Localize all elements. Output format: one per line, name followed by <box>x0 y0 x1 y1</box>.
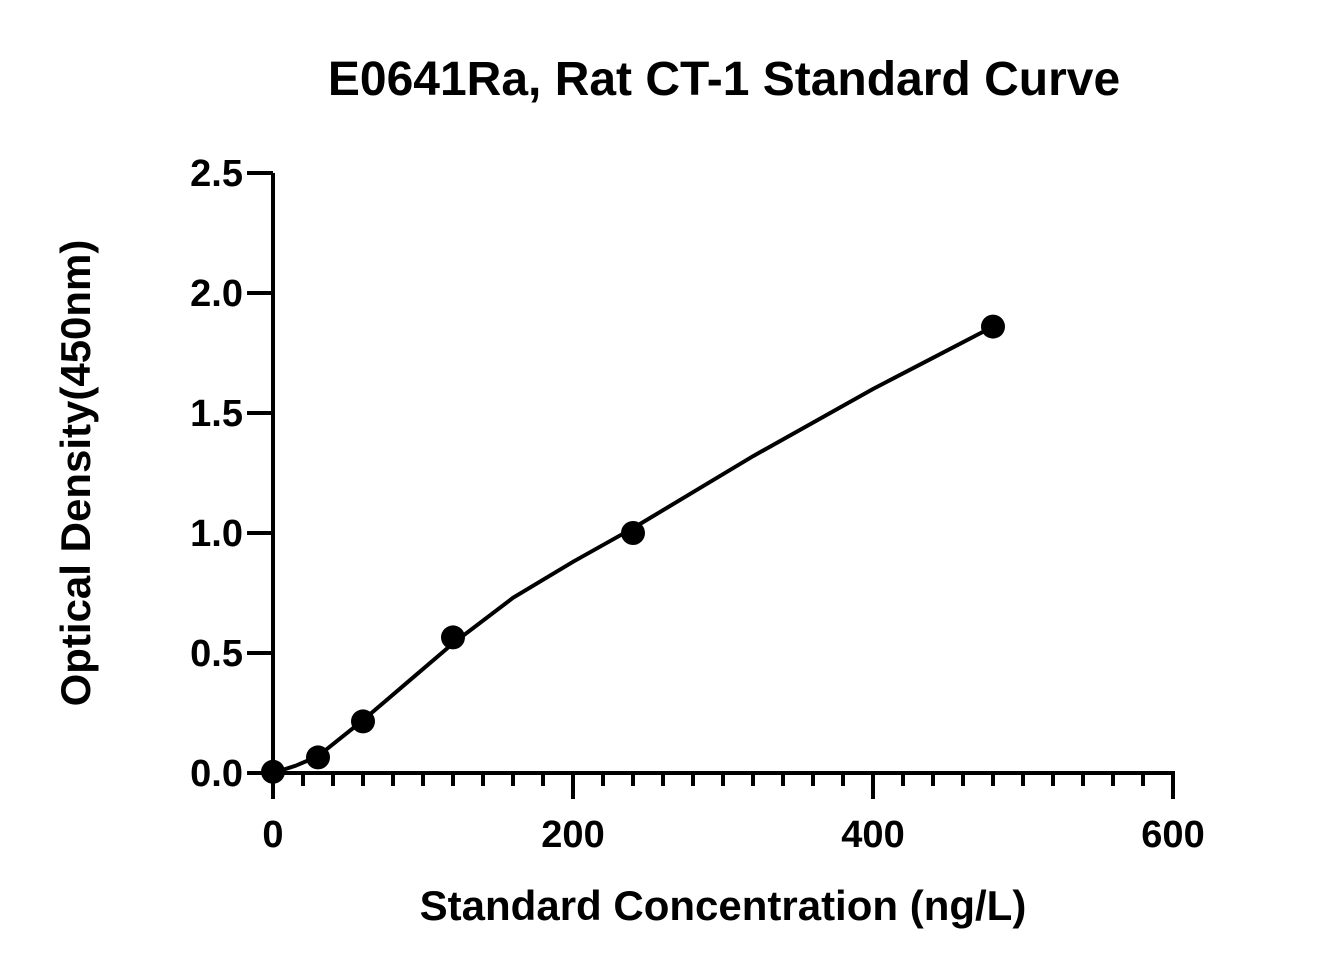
x-tick-label: 600 <box>1141 814 1204 856</box>
points-group <box>261 314 1005 784</box>
y-axis-label: Optical Density(450nm) <box>52 240 99 707</box>
x-tick-label: 400 <box>841 814 904 856</box>
y-tick-label: 1.5 <box>190 393 243 435</box>
data-point <box>621 521 645 545</box>
x-axis-label: Standard Concentration (ng/L) <box>420 882 1027 929</box>
data-point <box>981 314 1005 339</box>
fit-curve-line <box>272 324 994 775</box>
data-point <box>351 709 375 734</box>
chart-title: E0641Ra, Rat CT-1 Standard Curve <box>328 53 1120 106</box>
y-tick-label: 2.5 <box>190 153 243 195</box>
y-tick-label: 0.0 <box>190 753 243 795</box>
ticks-group: 0.0 0.5 1.0 1.5 2.0 2.5 0 200 400 600 <box>190 153 1205 856</box>
y-tick-label: 2.0 <box>190 273 243 315</box>
y-tick-label: 0.5 <box>190 633 243 675</box>
data-point <box>261 759 285 784</box>
data-point <box>441 625 465 650</box>
x-tick-label: 200 <box>541 814 604 856</box>
x-tick-label: 0 <box>262 814 283 856</box>
data-point <box>306 745 330 770</box>
y-tick-label: 1.0 <box>190 513 243 555</box>
fit-curve-group <box>272 324 994 775</box>
